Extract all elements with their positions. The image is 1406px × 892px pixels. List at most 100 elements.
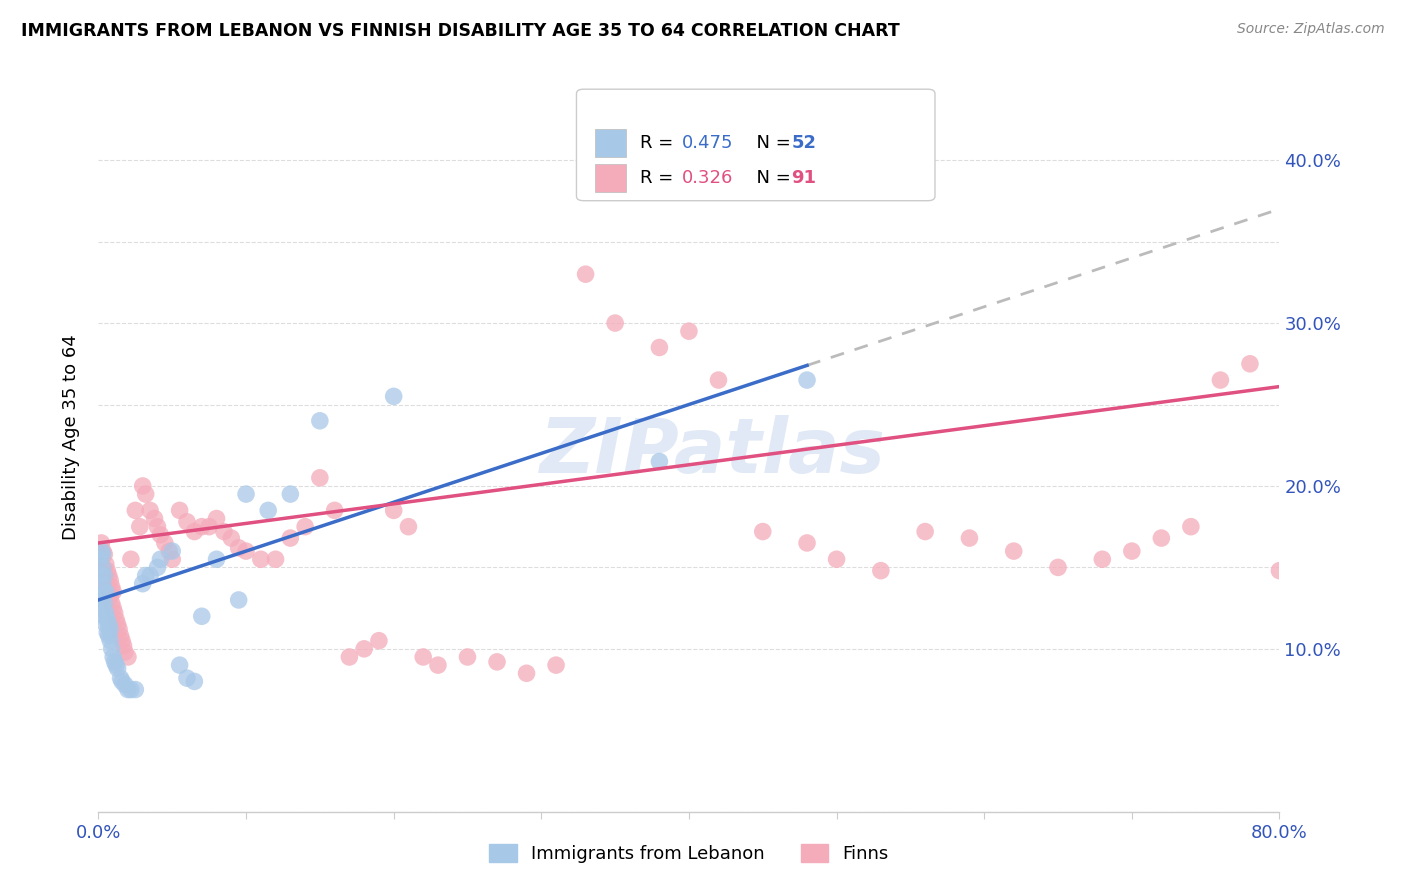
Point: [120, 552, 142, 566]
Point: [107, 617, 129, 632]
Point: [107, 661, 129, 675]
Point: [93, 584, 115, 599]
Point: [112, 639, 135, 653]
Point: [98, 633, 121, 648]
Point: [412, 650, 434, 665]
Point: [176, 671, 198, 685]
Point: [111, 633, 134, 648]
Point: [280, 531, 302, 545]
Point: [90, 536, 112, 550]
Point: [235, 487, 257, 501]
Text: 0.326: 0.326: [682, 169, 734, 186]
Point: [796, 373, 818, 387]
Point: [90, 552, 112, 566]
Point: [153, 536, 176, 550]
Point: [382, 389, 405, 403]
Point: [90, 593, 112, 607]
Point: [169, 658, 191, 673]
Point: [457, 650, 479, 665]
Point: [205, 552, 228, 566]
Point: [91, 544, 114, 558]
Point: [1386, 552, 1406, 566]
Point: [1298, 136, 1320, 151]
Point: [94, 617, 117, 632]
Point: [100, 580, 122, 594]
Point: [146, 560, 169, 574]
Point: [280, 487, 302, 501]
Text: N =: N =: [745, 169, 797, 186]
Point: [100, 641, 122, 656]
Point: [149, 552, 172, 566]
Point: [221, 531, 243, 545]
Point: [707, 373, 730, 387]
Point: [89, 593, 111, 607]
Point: [90, 568, 112, 582]
Point: [110, 671, 132, 685]
Point: [100, 596, 122, 610]
Point: [191, 519, 214, 533]
Point: [132, 479, 155, 493]
Point: [1180, 519, 1202, 533]
Point: [103, 584, 125, 599]
Text: Source: ZipAtlas.com: Source: ZipAtlas.com: [1237, 22, 1385, 37]
Point: [103, 601, 125, 615]
Point: [257, 503, 280, 517]
Point: [870, 564, 893, 578]
Point: [191, 609, 214, 624]
Point: [135, 568, 157, 582]
Point: [103, 650, 125, 665]
Point: [114, 645, 136, 659]
Point: [1209, 373, 1232, 387]
Point: [353, 641, 375, 656]
Point: [96, 613, 118, 627]
Point: [382, 503, 405, 517]
Point: [143, 511, 166, 525]
Text: ZIPatlas: ZIPatlas: [540, 415, 886, 489]
Point: [91, 547, 114, 561]
Point: [516, 666, 538, 681]
Point: [1357, 544, 1379, 558]
Point: [149, 528, 172, 542]
Y-axis label: Disability Age 35 to 64: Disability Age 35 to 64: [62, 334, 80, 540]
Point: [96, 625, 118, 640]
Point: [89, 552, 111, 566]
Point: [90, 544, 112, 558]
Text: 0.475: 0.475: [682, 134, 734, 152]
Point: [1121, 544, 1143, 558]
Point: [96, 564, 118, 578]
Point: [105, 658, 128, 673]
Point: [183, 674, 205, 689]
Point: [486, 655, 509, 669]
Point: [98, 574, 121, 588]
Point: [825, 552, 848, 566]
Point: [91, 560, 114, 574]
Point: [139, 568, 162, 582]
Point: [97, 568, 120, 582]
Point: [111, 674, 134, 689]
Point: [93, 596, 115, 610]
Point: [398, 519, 420, 533]
Point: [752, 524, 775, 539]
Point: [1046, 560, 1070, 574]
Point: [1268, 564, 1291, 578]
Point: [114, 678, 136, 692]
Point: [110, 629, 132, 643]
Point: [128, 519, 150, 533]
Point: [93, 609, 115, 624]
Point: [94, 576, 117, 591]
Point: [235, 544, 257, 558]
Point: [89, 552, 111, 566]
Point: [94, 606, 117, 620]
Point: [135, 487, 157, 501]
Point: [169, 503, 191, 517]
Point: [914, 524, 936, 539]
Point: [309, 471, 332, 485]
Point: [91, 576, 114, 591]
Point: [108, 622, 131, 636]
Point: [91, 568, 114, 582]
Point: [176, 515, 198, 529]
Point: [132, 576, 155, 591]
Point: [183, 524, 205, 539]
Point: [959, 531, 981, 545]
Point: [98, 622, 121, 636]
